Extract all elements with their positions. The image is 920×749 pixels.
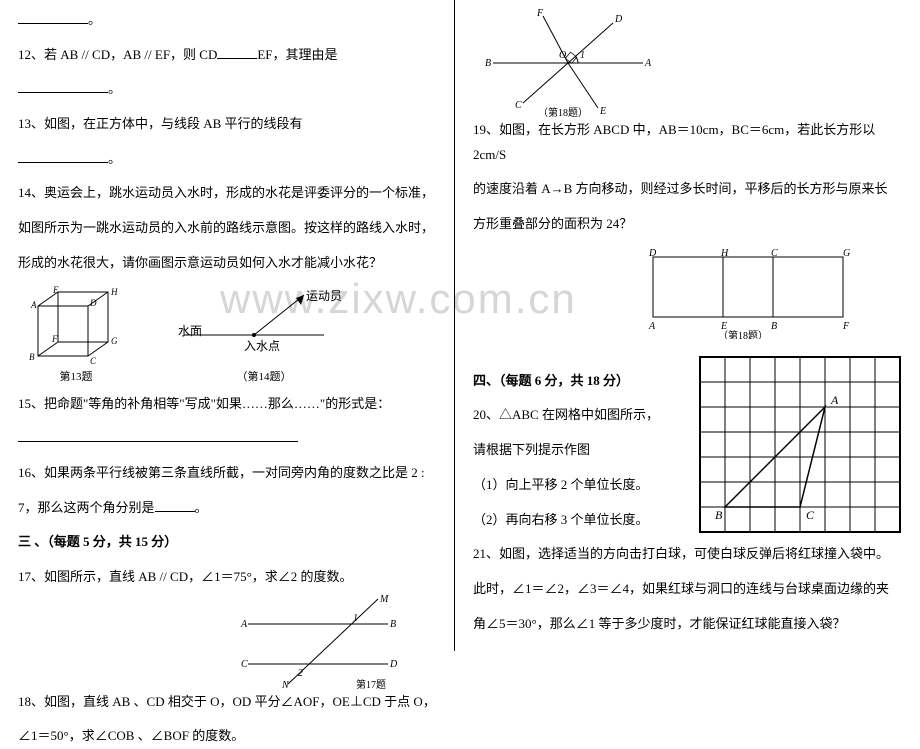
label-F: F [51, 334, 58, 344]
fig18a-svg: A B C D E F O 1 （第18题） [483, 8, 653, 118]
label-G: G [111, 336, 118, 346]
q12-text-a: 12、若 AB // CD，AB // EF，则 CD [18, 47, 217, 62]
period: 。 [108, 81, 121, 96]
label-F: F [842, 321, 850, 332]
label-E: E [599, 106, 606, 117]
label-B: B [771, 321, 777, 332]
label-H: H [720, 248, 729, 259]
svg-text:C: C [806, 508, 815, 522]
q21c: 角∠5＝30°，那么∠1 等于多少度时，才能保证红球能直接入袋？ [473, 612, 902, 637]
q13-line2: 。 [18, 147, 436, 172]
water-label: 水面 [178, 322, 202, 368]
q18b: ∠1＝50°，求∠COB 、∠BOF 的度数。 [18, 724, 436, 749]
label-G: G [843, 248, 850, 259]
figure-18a: A B C D E F O 1 （第18题） [483, 8, 902, 118]
figure-17: A B C D M N 1 2 第17题 [238, 594, 436, 690]
label-M: M [379, 594, 389, 605]
q21a: 21、如图，选择适当的方向击打白球，可使白球反弹后将红球撞入袋中。 [473, 542, 902, 567]
label-D: D [614, 14, 623, 25]
q14-c: 形成的水花很大，请你画图示意运动员如何入水才能减小水花？ [18, 251, 436, 276]
label-B: B [29, 352, 35, 362]
label-C: C [515, 100, 522, 111]
q17: 17、如图所示，直线 AB // CD，∠1＝75°，求∠2 的度数。 [18, 565, 436, 590]
angle-2: 2 [298, 668, 303, 679]
label-N: N [281, 680, 290, 690]
svg-text:A: A [830, 393, 839, 407]
fig18b-svg: D H C G A E B F （第18题） [643, 247, 883, 339]
label-D: D [89, 298, 97, 308]
fig18a-caption: （第18题） [538, 106, 588, 118]
label-D: D [389, 659, 398, 670]
label-O: O [559, 50, 566, 61]
label-A: A [648, 321, 656, 332]
q15: 15、把命题"等角的补角相等"写成"如果……那么……"的形式是： [18, 392, 436, 417]
q16b-text: 7，那么这两个角分别是 [18, 500, 155, 515]
figure-row-13-14: A B C D E F G H 第13题 [28, 286, 436, 384]
blank [18, 11, 88, 24]
label-F: F [536, 8, 544, 19]
label-C: C [90, 356, 97, 366]
fig18b-caption: （第18题） [718, 329, 768, 339]
q21b: 此时，∠1＝∠2，∠3＝∠4，如果红球与洞口的连线与台球桌面边缘的夹 [473, 577, 902, 602]
entrypoint-label: 入水点 [244, 339, 280, 353]
label-C: C [771, 248, 778, 259]
fig17-caption: 第17题 [356, 678, 386, 690]
blank [18, 150, 108, 163]
blank [18, 80, 108, 93]
q15-blank [18, 426, 436, 451]
label-B: B [485, 58, 491, 69]
q19b: 的速度沿着 A→B 方向移动，则经过多长时间，平移后的长方形与原来长 [473, 177, 902, 202]
left-column: 。 12、若 AB // CD，AB // EF，则 CD EF，其理由是 。 1… [0, 0, 455, 651]
period: 。 [195, 500, 208, 515]
cube-svg: A B C D E F G H [28, 286, 124, 368]
grid-svg: A B C [696, 353, 906, 538]
label-A: A [240, 619, 248, 630]
q14-a: 14、奥运会上，跳水运动员入水时，形成的水花是评委评分的一个标准， [18, 181, 436, 206]
q11-trail: 。 [18, 8, 436, 33]
label-E: E [52, 286, 59, 295]
label-H: H [110, 287, 118, 297]
athlete-label: 运动员 [306, 290, 342, 303]
fig14-caption: （第14题） [184, 368, 344, 384]
q13: 13、如图，在正方体中，与线段 AB 平行的线段有 [18, 112, 436, 137]
figure-18b: D H C G A E B F （第18题） [643, 247, 902, 339]
q19c: 方形重叠部分的面积为 24？ [473, 212, 902, 237]
angle-1: 1 [580, 50, 585, 61]
label-D: D [648, 248, 657, 259]
right-column: A B C D E F O 1 （第18题） 19、如图，在长方形 ABCD 中… [455, 0, 920, 651]
figure-13: A B C D E F G H 第13题 [28, 286, 124, 384]
q19a: 19、如图，在长方形 ABCD 中，AB＝10cm，BC＝6cm，若此长方形以 … [473, 118, 902, 167]
q16a: 16、如果两条平行线被第三条直线所截，一对同旁内角的度数之比是 2 : [18, 461, 436, 486]
diver-svg: 运动员 入水点 [184, 290, 344, 368]
period: 。 [88, 12, 101, 27]
label-A: A [644, 58, 652, 69]
fig13-caption: 第13题 [28, 368, 124, 384]
figure-grid: A B C [696, 353, 906, 538]
svg-text:B: B [715, 508, 723, 522]
angle-1: 1 [353, 613, 358, 624]
label-B: B [390, 619, 396, 630]
figure-14: 运动员 入水点 水面 （第14题） [184, 290, 344, 384]
q12: 12、若 AB // CD，AB // EF，则 CD EF，其理由是 [18, 43, 436, 68]
q14-b: 如图所示为一跳水运动员的入水前的路线示意图。按这样的路线入水时， [18, 216, 436, 241]
q12-line2: 。 [18, 77, 436, 102]
label-C: C [241, 659, 248, 670]
q12-text-b: EF，其理由是 [257, 47, 337, 62]
q18a: 18、如图，直线 AB 、CD 相交于 O，OD 平分∠AOF，OE⊥CD 于点… [18, 690, 436, 715]
period: 。 [108, 151, 121, 166]
label-A: A [30, 300, 37, 310]
q16b: 7，那么这两个角分别是 。 [18, 496, 436, 521]
fig17-svg: A B C D M N 1 2 第17题 [238, 594, 408, 690]
blank [18, 429, 298, 442]
blank [155, 499, 195, 512]
section-3-title: 三 、（每题 5 分，共 15 分） [18, 530, 436, 555]
blank [217, 46, 257, 59]
